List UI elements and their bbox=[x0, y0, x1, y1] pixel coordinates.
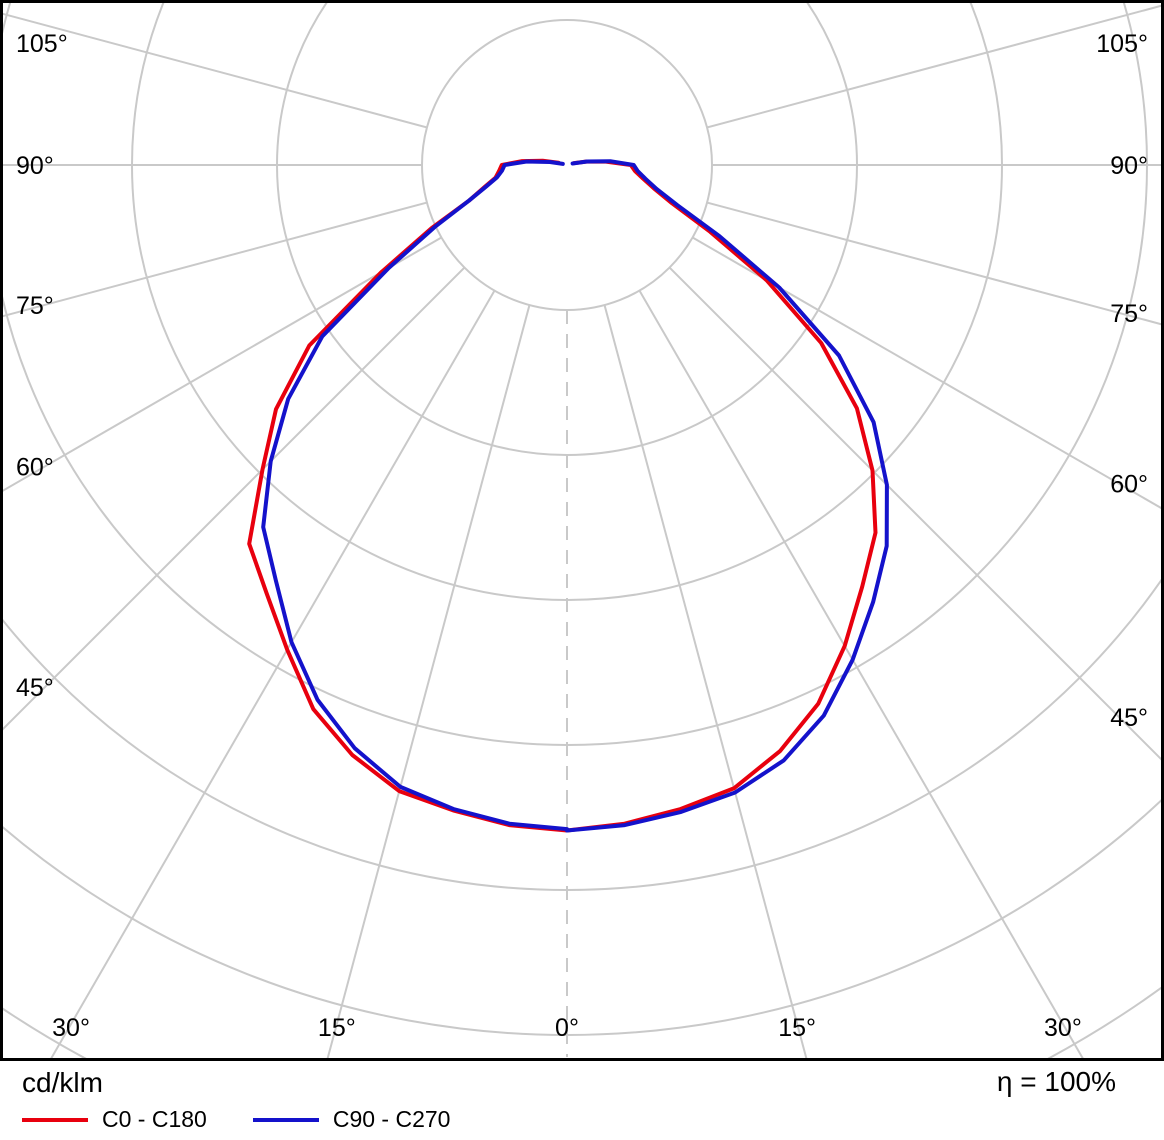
grid-radial-line bbox=[3, 266, 466, 731]
grid-radial-line bbox=[3, 236, 442, 492]
grid-ring bbox=[3, 578, 1161, 891]
grid-radial-line bbox=[603, 304, 808, 1058]
grid-radial-line bbox=[638, 290, 1084, 1058]
plot-border bbox=[0, 0, 1164, 1061]
legend-item-c0-c180: C0 - C180 bbox=[22, 1108, 207, 1131]
angle-label: 45° bbox=[16, 674, 54, 702]
curve-c90-c270 bbox=[261, 159, 889, 833]
grid-ring bbox=[421, 19, 713, 311]
polar-diagram: 105° 90° 75° 60° 45° 30° 15° 0° 15° 30° 45° 60° 75° 9… bbox=[0, 0, 1164, 1061]
grid-ring bbox=[0, 0, 1164, 1061]
legend-line-c0-c180-icon bbox=[22, 1117, 88, 1122]
angle-label: 0° bbox=[555, 1014, 579, 1042]
grid-radial-line bbox=[326, 304, 531, 1058]
grid-ring bbox=[3, 3, 1148, 746]
unit-label: cd/klm bbox=[22, 1067, 103, 1098]
angle-label: 105° bbox=[1096, 30, 1148, 58]
grid-radial-line bbox=[668, 266, 1161, 761]
polar-grid bbox=[0, 0, 1164, 1061]
chart-footer: cd/klm η = 100% C0 - C180 C90 - C270 bbox=[0, 1061, 1164, 1140]
legend-item-c90-c270: C90 - C270 bbox=[252, 1106, 451, 1132]
angle-label: 90° bbox=[1110, 152, 1148, 180]
grid-radial-line bbox=[3, 12, 428, 129]
angle-label: 60° bbox=[16, 453, 54, 481]
efficiency-label: η = 100% bbox=[996, 1066, 1116, 1097]
angle-label: 60° bbox=[1110, 471, 1148, 499]
grid-ring bbox=[3, 799, 1161, 1036]
angle-label: 15° bbox=[318, 1014, 356, 1042]
angle-label: 75° bbox=[16, 292, 54, 320]
grid-ring bbox=[3, 986, 1161, 1058]
grid-radial-line bbox=[50, 290, 496, 1058]
angle-label: 105° bbox=[16, 30, 68, 58]
angle-label: 75° bbox=[1110, 300, 1148, 328]
angle-label: 30° bbox=[1044, 1014, 1082, 1042]
legend: C0 - C180 C90 - C270 bbox=[22, 1108, 450, 1131]
legend-line-c90-c270-icon bbox=[252, 1117, 319, 1122]
grid-radial-line bbox=[3, 201, 428, 318]
angle-label: 45° bbox=[1110, 704, 1148, 732]
legend-label-c90-c270: C90 - C270 bbox=[332, 1106, 451, 1132]
angle-label: 15° bbox=[778, 1014, 816, 1042]
angle-label: 30° bbox=[52, 1014, 90, 1042]
angle-label: 90° bbox=[16, 152, 54, 180]
grid-radial-line bbox=[692, 236, 1161, 510]
grid-radial-line bbox=[706, 201, 1161, 326]
grid-radial-line bbox=[706, 4, 1161, 129]
legend-label-c0-c180: C0 - C180 bbox=[102, 1106, 207, 1132]
